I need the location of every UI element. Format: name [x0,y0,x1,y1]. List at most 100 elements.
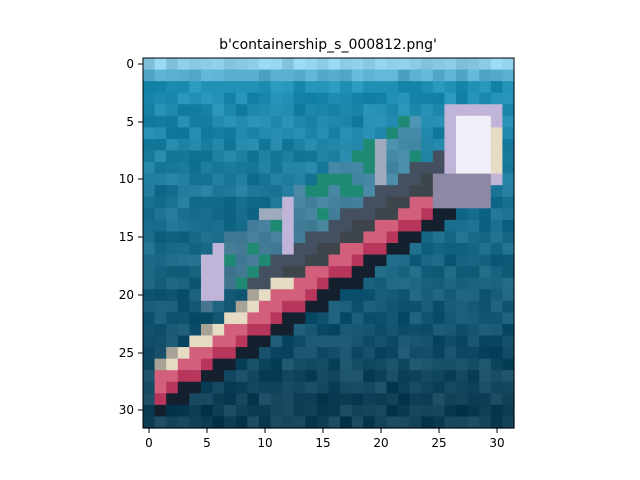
image-pixel [444,416,457,429]
image-pixel [224,92,237,105]
image-pixel [282,92,295,105]
image-pixel [200,370,214,383]
image-pixel [189,115,202,128]
image-pixel [305,127,318,140]
x-tick: 15 [315,428,331,450]
image-pixel [316,393,330,406]
image-pixel [200,404,214,418]
image-pixel [456,335,469,348]
image-pixel [444,277,457,290]
image-pixel [224,300,237,313]
image-pixel [432,219,446,233]
image-pixel [166,58,179,71]
image-pixel [200,312,214,325]
image-pixel [270,335,283,348]
image-pixel [363,231,376,244]
image-pixel [398,416,411,429]
image-pixel [340,208,353,221]
image-pixel [386,231,399,244]
image-pixel [143,335,156,348]
image-pixel [224,370,237,383]
image-pixel [421,370,434,383]
image-pixel [177,185,190,198]
image-pixel [212,266,225,279]
image-pixel [409,289,422,302]
image-pixel [258,196,272,209]
image-pixel [293,381,306,394]
image-pixel [502,69,515,82]
image-pixel [340,69,353,82]
image-pixel [200,58,214,71]
image-pixel [270,219,283,233]
image-pixel [316,335,330,348]
image-pixel [328,138,341,152]
image-pixel [363,254,376,267]
image-pixel [421,196,434,209]
image-pixel [166,196,179,209]
image-pixel [270,58,283,71]
image-pixel [432,69,446,82]
image-pixel [212,370,225,383]
image-pixel [328,219,341,233]
image-pixel [328,208,341,221]
image-pixel [258,335,272,348]
image-pixel [456,92,469,105]
image-pixel [456,243,469,256]
image-pixel [212,347,225,360]
image-pixel [328,393,341,406]
image-pixel [502,219,515,233]
image-pixel [189,69,202,82]
image-pixel [490,208,503,221]
image-pixel [316,162,330,175]
image-pixel [386,115,399,128]
image-pixel [467,277,480,290]
image-pixel [235,335,248,348]
image-pixel [293,323,306,337]
image-pixel [235,196,248,209]
image-pixel [154,243,167,256]
image-pixel [143,243,156,256]
image-pixel [270,254,283,267]
image-pixel [351,150,364,163]
image-pixel [502,243,515,256]
image-pixel [467,162,480,175]
image-pixel [351,162,364,175]
image-pixel [444,312,457,325]
image-pixel [247,266,260,279]
image-pixel [328,104,341,117]
image-pixel [189,347,202,360]
image-pixel [340,127,353,140]
image-pixel [398,196,411,209]
image-pixel [143,196,156,209]
image-pixel [177,219,190,233]
image-pixel [340,196,353,209]
image-pixel [467,404,480,418]
image-pixel [432,58,446,71]
image-pixel [258,266,272,279]
image-pixel [456,289,469,302]
image-pixel [247,196,260,209]
image-pixel [224,138,237,152]
image-pixel [444,173,457,186]
image-pixel [467,312,480,325]
image-pixel [189,381,202,394]
image-pixel [154,162,167,175]
y-tick: 5 [126,115,143,129]
y-tick: 15 [119,230,143,244]
image-pixel [398,404,411,418]
image-pixel [143,312,156,325]
image-pixel [432,150,446,163]
image-pixel [467,127,480,140]
image-pixel [247,358,260,371]
image-pixel [432,358,446,371]
image-pixel [282,81,295,94]
axes-frame [142,57,515,429]
image-pixel [432,81,446,94]
image-pixel [409,58,422,71]
image-pixel [432,277,446,290]
image-pixel [398,69,411,82]
image-pixel [363,393,376,406]
image-pixel [247,231,260,244]
image-pixel [189,231,202,244]
image-pixel [340,358,353,371]
